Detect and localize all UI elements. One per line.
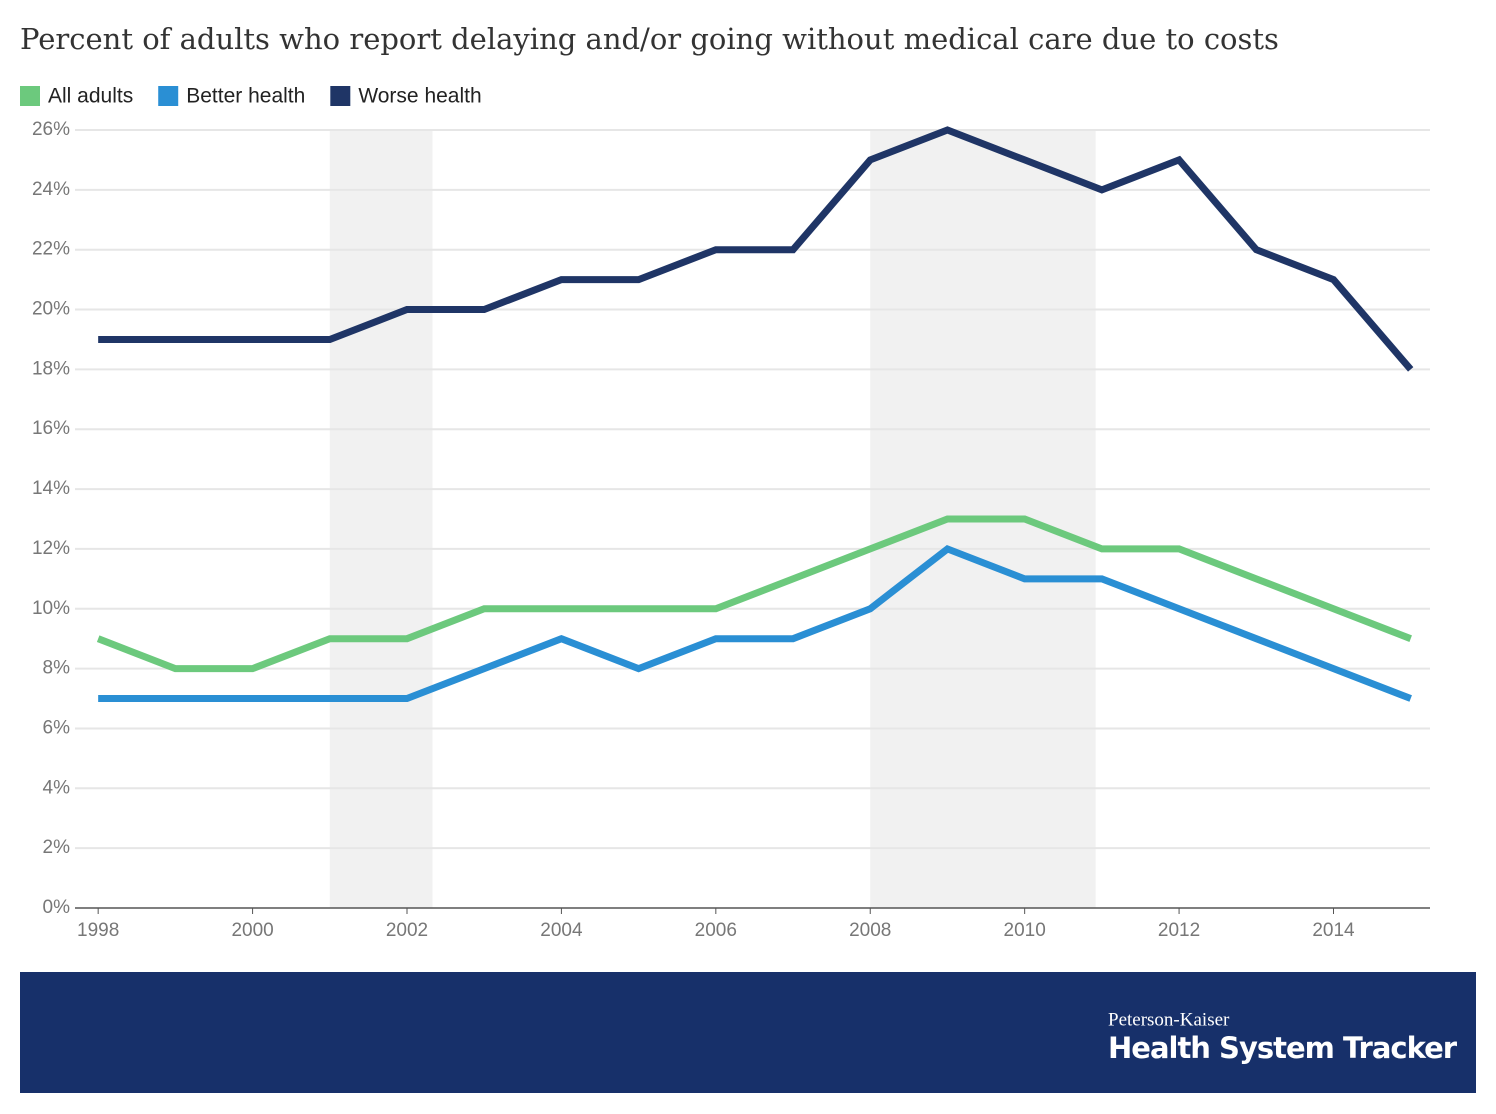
footer-band xyxy=(20,972,1476,1093)
y-tick-label: 12% xyxy=(32,538,70,559)
footer-title: Health System Tracker xyxy=(1108,1031,1458,1065)
legend-item: Worse health xyxy=(330,85,482,108)
y-tick-label: 8% xyxy=(43,658,71,679)
chart-title: Percent of adults who report delaying an… xyxy=(20,22,1279,56)
shaded-span xyxy=(329,130,433,908)
x-tick-label: 2008 xyxy=(849,920,891,941)
x-tick-label: 2006 xyxy=(695,920,737,941)
legend-label: All adults xyxy=(48,85,133,108)
y-tick-label: 26% xyxy=(32,119,70,140)
y-tick-label: 18% xyxy=(32,358,70,379)
x-tick-label: 1998 xyxy=(77,920,119,941)
y-tick-label: 6% xyxy=(43,717,71,738)
y-tick-label: 24% xyxy=(32,179,70,200)
x-tick-label: 2012 xyxy=(1158,920,1200,941)
series-line xyxy=(98,126,1414,372)
y-tick-label: 20% xyxy=(32,299,70,320)
x-tick-label: 2014 xyxy=(1312,920,1355,941)
x-tick-label: 2010 xyxy=(1004,920,1046,941)
y-tick-label: 2% xyxy=(43,837,71,858)
legend-label: Worse health xyxy=(358,85,481,108)
y-tick-label: 22% xyxy=(32,239,70,260)
legend-item: All adults xyxy=(20,85,133,108)
footer-brand: Peterson-Kaiser xyxy=(1108,1009,1230,1030)
legend-swatch xyxy=(20,86,40,106)
legend-swatch xyxy=(158,86,179,106)
y-tick-label: 10% xyxy=(32,598,70,619)
y-tick-label: 14% xyxy=(32,478,70,499)
y-tick-label: 0% xyxy=(43,897,71,918)
series-line xyxy=(96,515,1412,673)
x-tick-label: 2002 xyxy=(386,920,428,941)
series-line xyxy=(98,544,1412,703)
y-tick-label: 16% xyxy=(32,418,70,439)
legend-label: Better health xyxy=(186,85,305,108)
x-tick-label: 2004 xyxy=(540,920,583,941)
legend-swatch xyxy=(330,86,351,106)
y-tick-label: 4% xyxy=(43,777,71,798)
x-tick-label: 2000 xyxy=(231,920,273,941)
legend-item: Better health xyxy=(158,85,305,108)
